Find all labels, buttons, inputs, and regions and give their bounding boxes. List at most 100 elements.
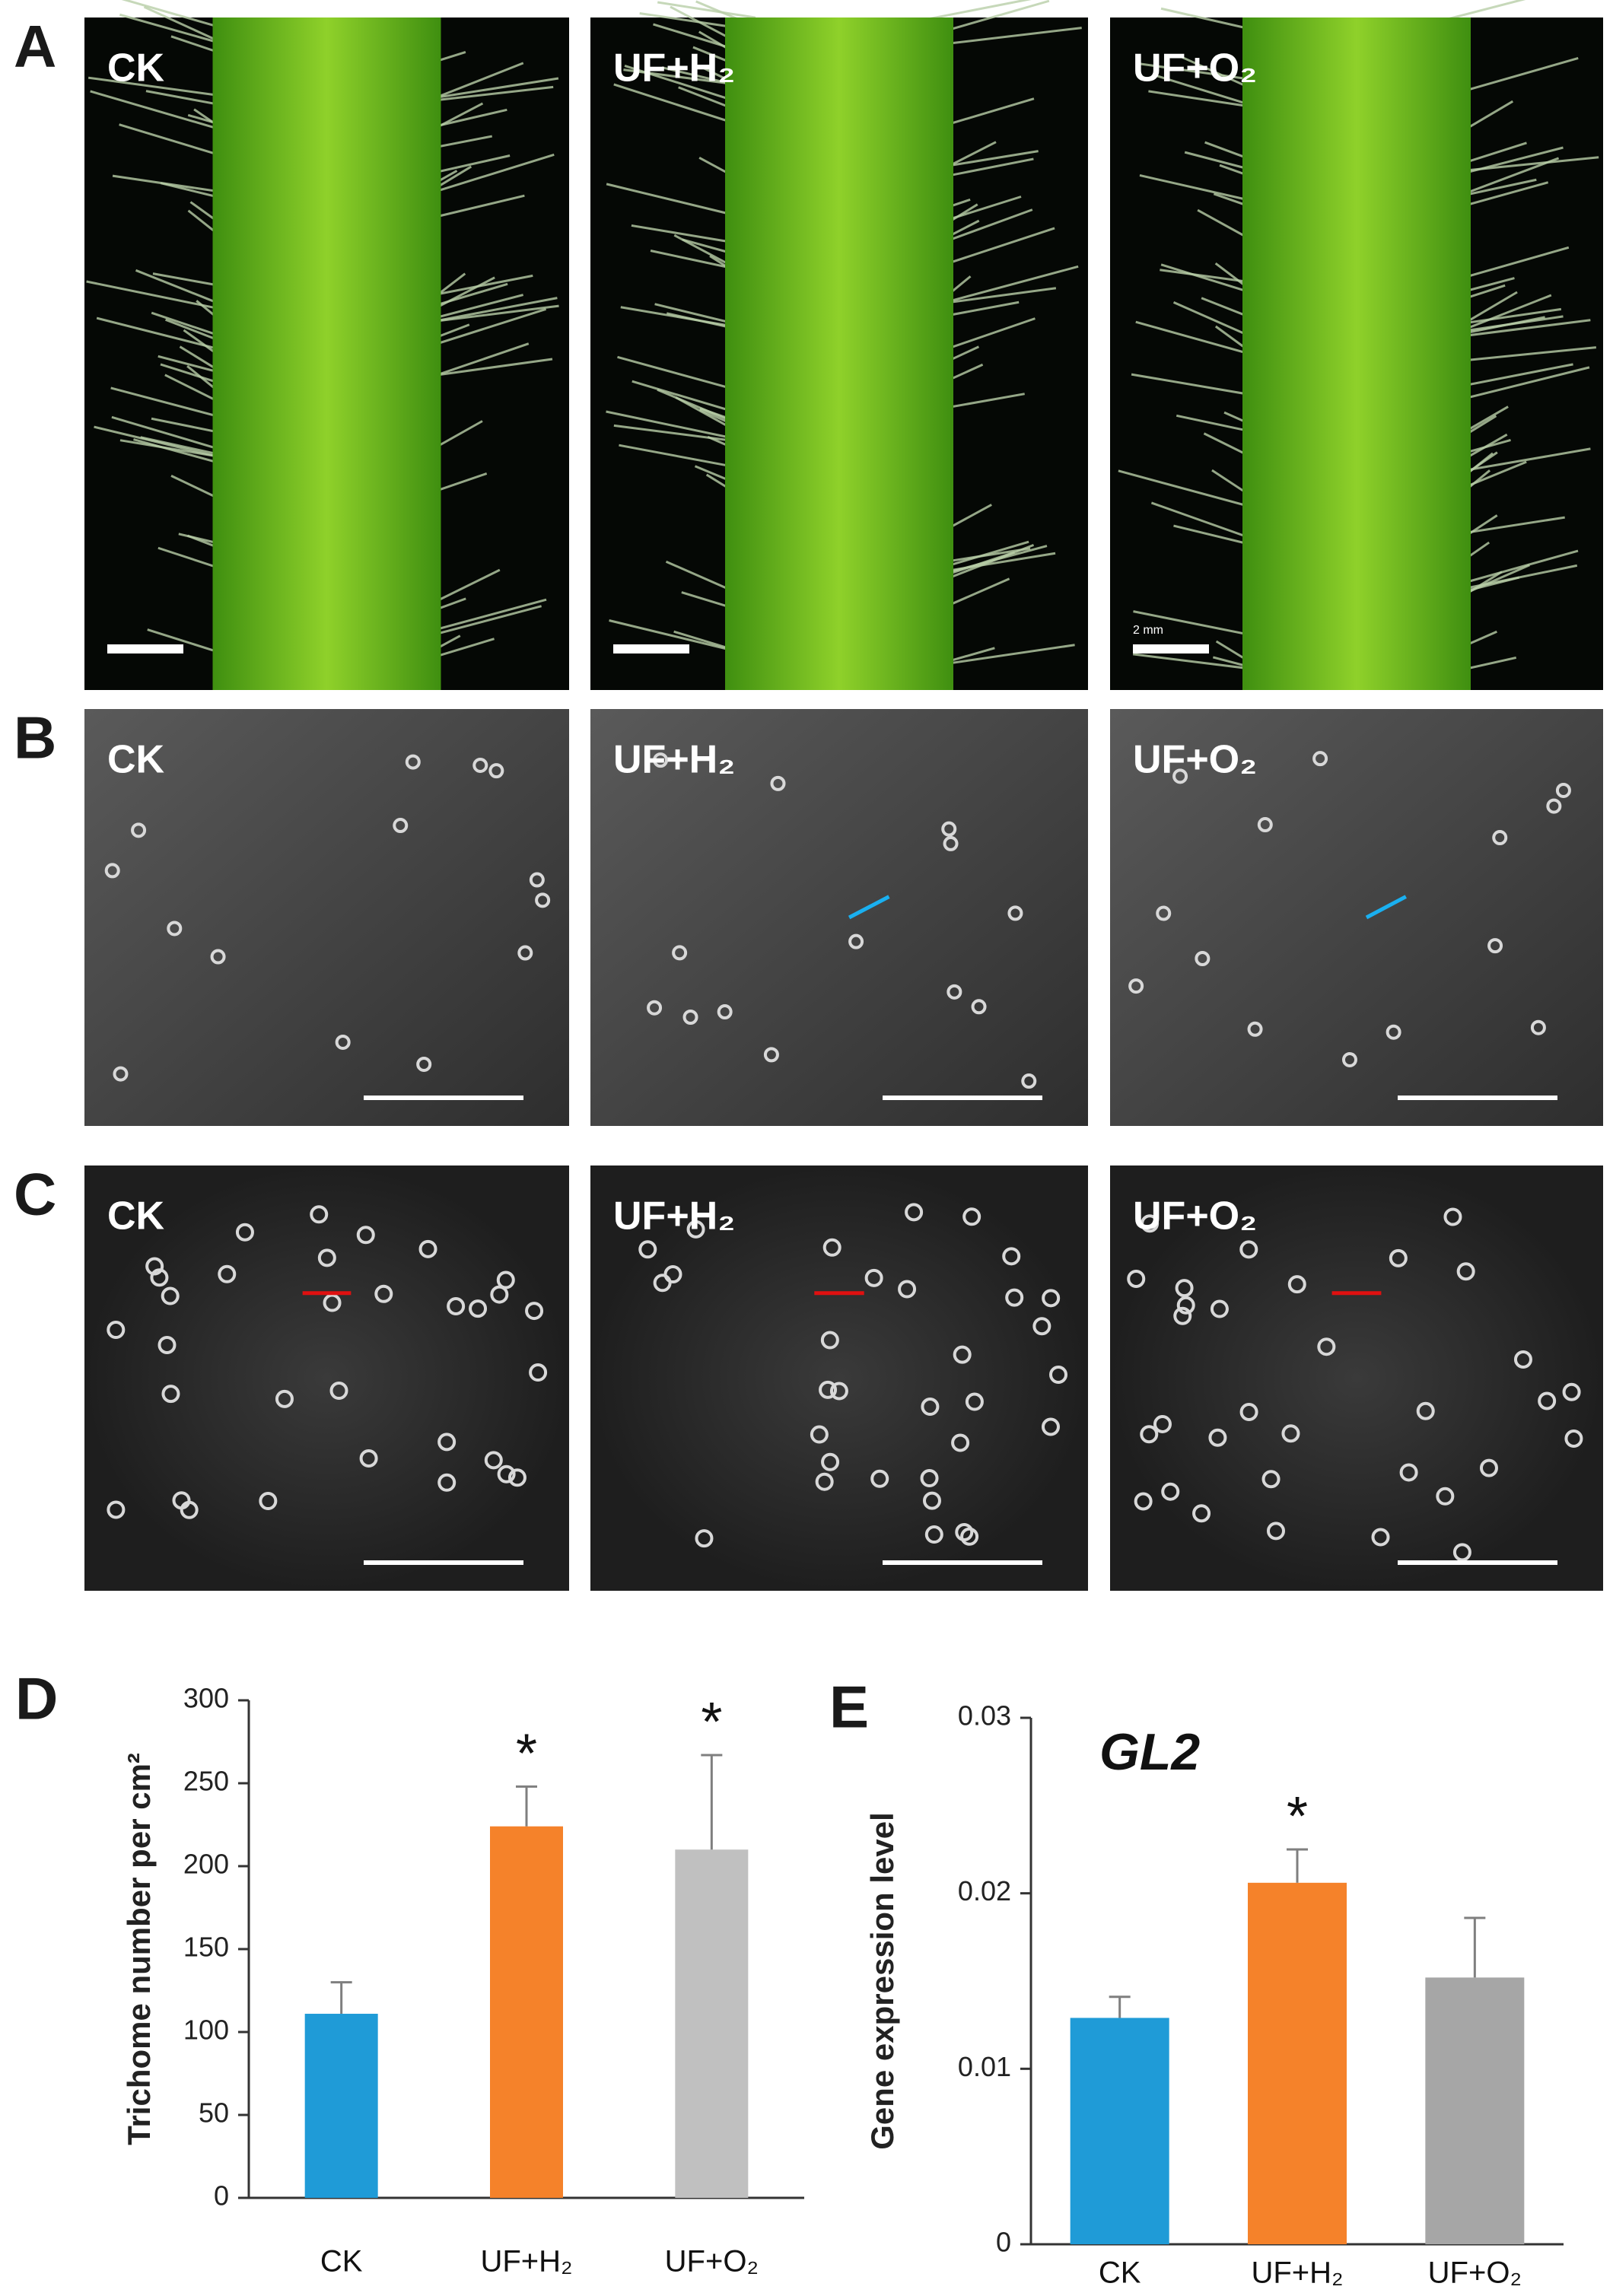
- photo: [590, 1165, 1088, 1591]
- trichome-base: [469, 1299, 488, 1318]
- scale-bar: [1398, 1096, 1557, 1100]
- photo-label: UF+H₂: [613, 738, 735, 782]
- photo-label: UF+O₂: [1133, 46, 1257, 91]
- trichome-base: [488, 763, 504, 779]
- trichome-base: [517, 945, 533, 961]
- trichome-base: [1564, 1429, 1583, 1449]
- trichome-base: [1443, 1207, 1462, 1226]
- bar: [304, 2014, 378, 2198]
- panel-letter: C: [14, 1161, 56, 1228]
- scale-bar: [1398, 1560, 1557, 1565]
- trichome-base: [829, 1382, 848, 1401]
- y-tick-label: 250: [183, 1766, 229, 1797]
- photo-label: CK: [107, 738, 165, 782]
- x-tick-label: UF+H₂: [1251, 2256, 1343, 2290]
- trichome-base: [953, 1345, 972, 1364]
- trichome-base: [672, 945, 688, 961]
- trichome-base: [686, 1220, 705, 1239]
- trichome-base: [1456, 1262, 1475, 1281]
- y-tick-label: 300: [183, 1683, 229, 1714]
- trichome-base: [946, 984, 962, 1000]
- x-tick-label: UF+O₂: [1428, 2256, 1522, 2290]
- y-tick-label: 0: [996, 2227, 1011, 2258]
- trichome-base: [647, 1000, 663, 1016]
- scale-bar: [364, 1560, 523, 1565]
- trichome-base: [107, 1500, 126, 1519]
- panel-letter: A: [14, 13, 56, 80]
- photo-label: UF+H₂: [613, 46, 735, 91]
- chart-title: GL2: [1099, 1723, 1200, 1781]
- trichome-base: [529, 1363, 548, 1382]
- trichome-base: [150, 1268, 169, 1287]
- scale-bar: [613, 644, 689, 654]
- trichome-base: [1156, 905, 1172, 921]
- scale-bar: [107, 644, 183, 654]
- x-tick-label: UF+H₂: [480, 2245, 572, 2279]
- panel-letter: E: [829, 1674, 869, 1741]
- trichome-base: [1546, 798, 1562, 814]
- arrow: [848, 895, 890, 920]
- trichome-base: [1371, 1528, 1390, 1547]
- trichome-base: [104, 863, 120, 879]
- trichome-base: [1175, 1279, 1194, 1298]
- trichome-base: [161, 1286, 180, 1305]
- trichome-base: [405, 754, 421, 770]
- trichome-base: [695, 1529, 714, 1548]
- trichome-base: [359, 1449, 378, 1468]
- trichome-base: [1287, 1275, 1306, 1294]
- y-axis-label: Gene expression level: [864, 1812, 900, 2150]
- trichome-base: [167, 921, 183, 937]
- trichome-base: [161, 1385, 180, 1404]
- scale-bar: [1133, 644, 1209, 654]
- bar: [490, 1826, 563, 2198]
- trichome-base: [1538, 1391, 1557, 1410]
- trichome-base: [180, 1500, 199, 1519]
- trichome-base: [810, 1425, 829, 1444]
- trichome-base: [1192, 1504, 1211, 1523]
- trichome-base: [1266, 1522, 1285, 1541]
- trichome-base: [1562, 1382, 1581, 1401]
- photo-label: CK: [107, 1194, 165, 1239]
- trichome: [1440, 0, 1526, 22]
- stem: [725, 17, 953, 690]
- trichome-base: [275, 1389, 294, 1408]
- trichome-base: [329, 1382, 348, 1401]
- trichome-base: [951, 1433, 970, 1452]
- y-tick-label: 50: [199, 2097, 229, 2129]
- trichome-base: [1134, 1492, 1153, 1511]
- trichome-base: [1041, 1417, 1060, 1436]
- trichome: [657, 1, 756, 19]
- trichome-base: [815, 1472, 834, 1491]
- trichome-base: [107, 1321, 126, 1340]
- trichome-base: [922, 1491, 941, 1510]
- trichome-base: [1128, 978, 1144, 994]
- trichome-base: [955, 1523, 974, 1542]
- trichome-base: [1257, 817, 1273, 833]
- trichome-base: [717, 1004, 733, 1020]
- trichome-base: [1161, 1482, 1180, 1501]
- trichome-base: [1049, 1365, 1068, 1384]
- bar: [675, 1849, 749, 2198]
- trichome-base: [1317, 1337, 1336, 1356]
- panel-letter: D: [15, 1665, 58, 1732]
- photo: [84, 1165, 569, 1591]
- trichome-base: [131, 822, 147, 838]
- trichome-base: [924, 1525, 943, 1544]
- photo-label: UF+H₂: [613, 1194, 735, 1239]
- trichome-base: [335, 1034, 351, 1050]
- arrow: [1365, 895, 1407, 920]
- y-tick-label: 0.03: [958, 1700, 1011, 1732]
- trichome-base: [905, 1203, 924, 1222]
- trichome-base: [235, 1223, 254, 1242]
- trichome-base: [310, 1205, 329, 1224]
- scale-bar: [883, 1560, 1042, 1565]
- trichome-base: [1239, 1403, 1258, 1422]
- trichome-base: [472, 757, 488, 773]
- trichome-base: [965, 1392, 984, 1411]
- trichome-base: [1021, 1073, 1037, 1089]
- trichome-base: [1261, 1470, 1281, 1489]
- y-axis-label: Trichome number per cm²: [121, 1753, 157, 2145]
- trichome-base: [848, 933, 864, 949]
- stem: [1242, 17, 1471, 690]
- trichome-base: [864, 1268, 883, 1287]
